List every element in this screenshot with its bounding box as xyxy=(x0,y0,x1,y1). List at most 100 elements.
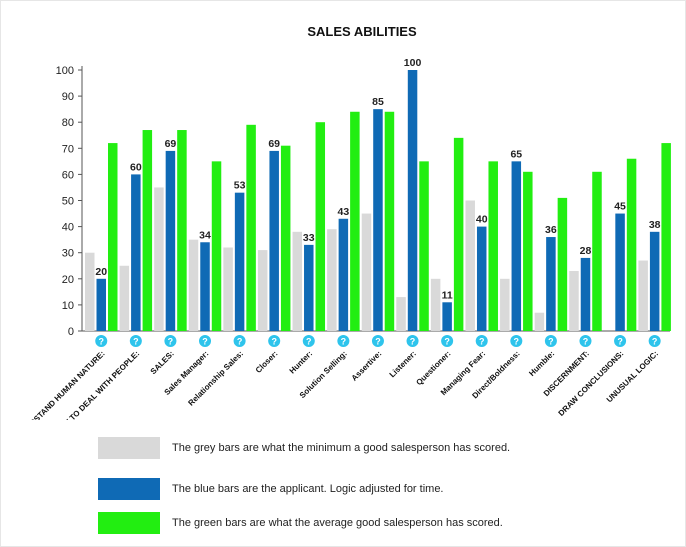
help-circle-icon[interactable]: ? xyxy=(198,334,213,348)
help-circle-shape xyxy=(543,334,558,348)
help-circle-icon[interactable]: ? xyxy=(647,334,662,348)
help-circle-icon[interactable]: ? xyxy=(509,334,524,348)
bar-minimum xyxy=(154,187,164,331)
help-circle-icon[interactable]: ? xyxy=(336,334,351,348)
help-glyph: ? xyxy=(444,337,450,347)
bar-average xyxy=(592,171,602,331)
help-circle-icon[interactable]: ? xyxy=(128,334,143,348)
help-circle-shape xyxy=(613,334,628,348)
bar-applicant xyxy=(546,237,556,331)
y-tick-label: 30 xyxy=(62,248,74,260)
help-circle-icon[interactable]: ? xyxy=(613,334,628,348)
bar-minimum xyxy=(465,200,475,331)
bar-applicant xyxy=(649,231,660,331)
bar-applicant xyxy=(476,226,487,331)
y-tick-label: 100 xyxy=(56,65,74,77)
help-glyph: ? xyxy=(617,337,623,347)
bar-minimum xyxy=(396,297,406,331)
help-circle-shape xyxy=(336,334,351,348)
legend-swatch-blue xyxy=(98,478,160,500)
legend-swatch-grey xyxy=(98,437,160,459)
help-circle-shape xyxy=(198,334,213,348)
help-circle-shape xyxy=(405,334,420,348)
help-circle-shape xyxy=(163,334,178,348)
x-tick-label: Listener: xyxy=(388,349,418,379)
help-circle-shape xyxy=(94,334,109,348)
help-circle-icon[interactable]: ? xyxy=(267,334,282,348)
bar-applicant xyxy=(511,161,522,331)
help-circle-icon[interactable]: ? xyxy=(232,334,247,348)
bar-minimum xyxy=(188,239,199,331)
y-tick-label: 80 xyxy=(62,117,74,129)
bar-applicant xyxy=(304,244,314,331)
bar-average xyxy=(315,122,326,331)
x-tick-label: Closer: xyxy=(254,349,280,375)
help-glyph: ? xyxy=(202,337,208,347)
bar-minimum xyxy=(292,231,303,331)
data-label: 38 xyxy=(649,219,661,231)
data-label: 28 xyxy=(580,245,592,257)
help-circle-shape xyxy=(370,334,385,348)
data-label: 43 xyxy=(338,206,350,218)
y-tick-label: 90 xyxy=(62,91,74,103)
help-circle-icon[interactable]: ? xyxy=(440,334,455,348)
help-circle-shape xyxy=(232,334,247,348)
bar-minimum xyxy=(327,229,337,331)
bar-applicant xyxy=(373,109,383,332)
y-tick-label: 60 xyxy=(62,169,74,181)
bar-average xyxy=(419,161,429,331)
data-label: 69 xyxy=(268,138,280,150)
legend-item-applicant: The blue bars are the applicant. Logic a… xyxy=(98,478,444,500)
bar-average xyxy=(626,158,637,331)
bar-applicant xyxy=(131,174,141,331)
data-label: 11 xyxy=(442,289,453,301)
help-glyph: ? xyxy=(271,337,277,347)
bar-minimum xyxy=(361,213,372,331)
bar-minimum xyxy=(85,252,95,331)
bar-average xyxy=(384,111,395,331)
bar-applicant xyxy=(234,192,245,331)
legend-item-minimum: The grey bars are what the minimum a goo… xyxy=(98,437,510,459)
bar-minimum xyxy=(119,265,130,331)
bar-minimum xyxy=(534,312,545,331)
help-circle-icon[interactable]: ? xyxy=(543,334,558,348)
x-tick-label: Assertive: xyxy=(350,349,384,383)
bar-average xyxy=(523,171,533,331)
help-circle-shape xyxy=(647,334,662,348)
help-glyph: ? xyxy=(410,337,416,347)
legend-text: The blue bars are the applicant. Logic a… xyxy=(172,483,444,495)
help-circle-shape xyxy=(474,334,489,348)
help-circle-shape xyxy=(128,334,143,348)
x-tick-label: Hunter: xyxy=(288,349,314,375)
legend-text: The green bars are what the average good… xyxy=(172,517,503,529)
legend-swatch-green xyxy=(98,512,160,534)
help-glyph: ? xyxy=(548,337,554,347)
bar-minimum xyxy=(430,278,441,331)
data-label: 100 xyxy=(404,57,422,69)
y-tick-label: 70 xyxy=(62,143,74,155)
help-circle-icon[interactable]: ? xyxy=(474,334,489,348)
bar-applicant xyxy=(615,213,625,331)
help-circle-icon[interactable]: ? xyxy=(163,334,178,348)
help-circle-icon[interactable]: ? xyxy=(301,334,316,348)
help-glyph: ? xyxy=(375,337,381,347)
help-circle-icon[interactable]: ? xyxy=(370,334,385,348)
data-label: 36 xyxy=(545,224,557,236)
help-glyph: ? xyxy=(306,337,312,347)
bar-applicant xyxy=(269,150,279,331)
help-glyph: ? xyxy=(479,337,485,347)
help-circle-shape xyxy=(301,334,316,348)
help-circle-icon[interactable]: ? xyxy=(405,334,420,348)
help-glyph: ? xyxy=(583,337,589,347)
help-circle-icon[interactable]: ? xyxy=(94,334,109,348)
data-label: 45 xyxy=(614,201,626,213)
bar-average xyxy=(557,197,568,331)
bar-average xyxy=(108,143,118,331)
chart-title: SALES ABILITIES xyxy=(307,24,417,39)
help-circle-shape xyxy=(509,334,524,348)
help-glyph: ? xyxy=(168,337,174,347)
data-label: 33 xyxy=(303,232,315,244)
help-circle-icon[interactable]: ? xyxy=(578,334,593,348)
x-tick-label: UNDERSTAND HUMAN NATURE: xyxy=(12,349,107,420)
x-tick-label: Humble: xyxy=(527,349,556,378)
